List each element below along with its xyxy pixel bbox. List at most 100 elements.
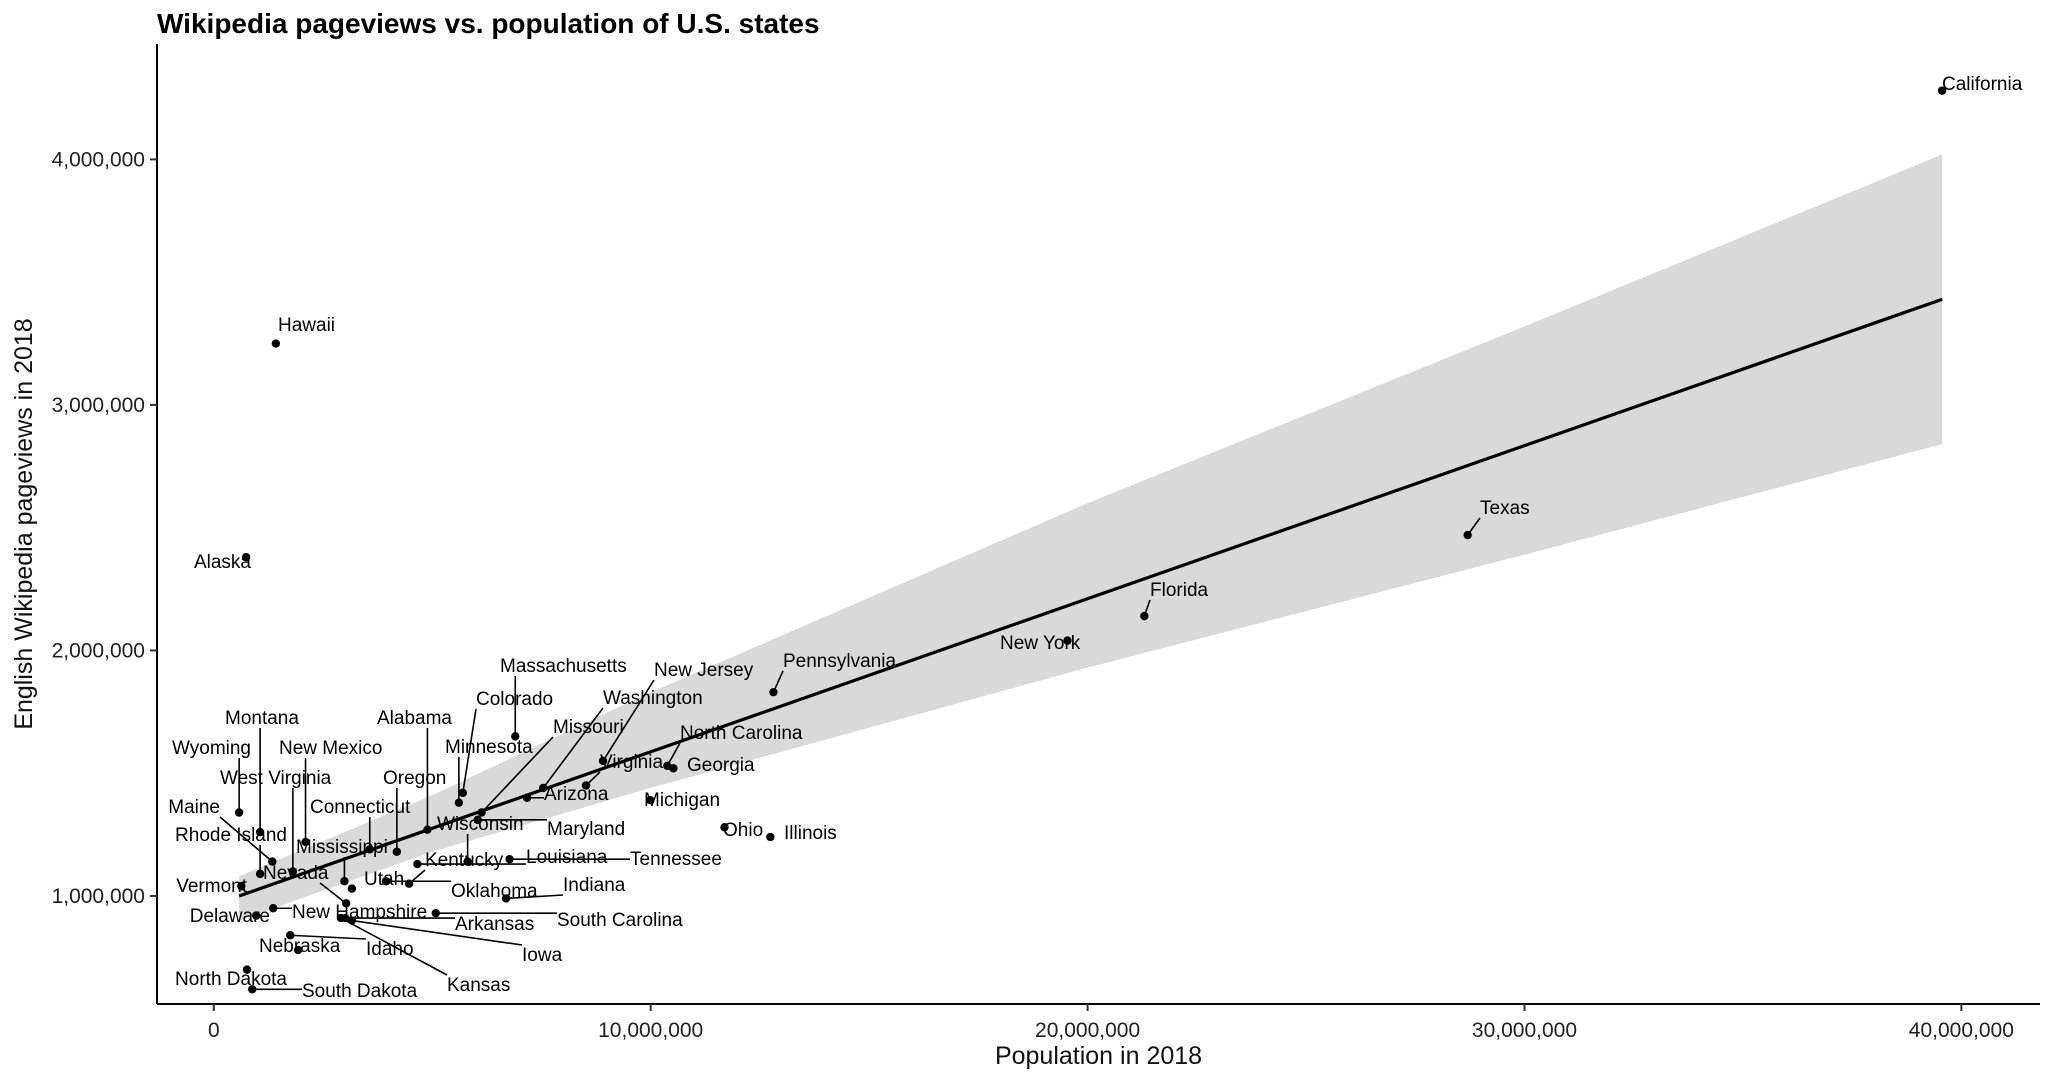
point-mississippi [340, 877, 349, 886]
point-florida [1140, 611, 1149, 621]
point-minnesota [454, 798, 464, 807]
x-tick-label: 30,000,000 [1472, 1019, 1577, 1042]
point-alabama [423, 825, 432, 834]
label-alabama: Alabama [377, 708, 452, 729]
point-washington [539, 783, 548, 793]
point-maryland [473, 815, 482, 825]
label-rhode-island: Rhode Island [175, 825, 287, 846]
point-tennessee [505, 854, 514, 864]
label-pennsylvania: Pennsylvania [783, 651, 896, 672]
point-indiana [501, 894, 511, 903]
label-south-carolina: South Carolina [557, 910, 683, 931]
y-tick-label: 3,000,000 [52, 394, 145, 417]
point-vermont [237, 881, 246, 891]
label-ohio: Ohio [723, 820, 763, 841]
point-illinois [766, 832, 775, 842]
x-tick-label: 20,000,000 [1035, 1019, 1140, 1042]
label-texas: Texas [1480, 498, 1530, 519]
leader-new-jersey [602, 679, 655, 762]
point-new-jersey [598, 756, 608, 766]
leader-missouri [481, 736, 554, 814]
label-indiana: Indiana [563, 875, 626, 896]
label-west-virginia: West Virginia [220, 768, 332, 789]
point-west-virginia [288, 867, 298, 876]
point-pennsylvania [769, 687, 778, 697]
point-colorado [458, 788, 468, 798]
y-tick-label: 4,000,000 [52, 148, 145, 171]
point-idaho [286, 931, 295, 940]
point-kentucky [404, 879, 414, 888]
y-tick-label: 2,000,000 [52, 639, 145, 662]
label-connecticut: Connecticut [310, 797, 411, 818]
label-louisiana: Louisiana [526, 847, 608, 868]
x-tick-label: 0 [208, 1019, 220, 1042]
label-virginia: Virginia [600, 752, 663, 773]
point-maine [268, 857, 277, 866]
point-california [1937, 86, 1947, 95]
point-montana [255, 827, 265, 837]
point-michigan [646, 796, 655, 805]
leader-washington [542, 707, 604, 789]
label-montana: Montana [225, 708, 299, 729]
label-nevada: Nevada [263, 863, 329, 884]
point-oklahoma [381, 877, 391, 886]
leader-idaho [290, 934, 367, 940]
label-wyoming: Wyoming [172, 738, 251, 759]
label-alaska: Alaska [194, 552, 251, 573]
point-new-york [1063, 636, 1072, 645]
point-south-carolina [431, 908, 440, 918]
confidence-band-layer [239, 154, 1943, 921]
label-arkansas: Arkansas [455, 914, 534, 935]
label-mississippi: Mississippi [296, 837, 388, 858]
point-delaware [251, 911, 261, 920]
label-washington: Washington [603, 688, 703, 709]
label-vermont: Vermont [176, 876, 247, 897]
point-louisiana [413, 859, 422, 869]
label-wisconsin: Wisconsin [437, 814, 524, 835]
chart-title: Wikipedia pageviews vs. population of U.… [157, 8, 820, 39]
point-rhode-island [255, 869, 265, 879]
label-maine: Maine [168, 797, 220, 818]
point-utah [347, 884, 357, 893]
label-idaho: Idaho [366, 939, 414, 960]
point-massachusetts [511, 732, 520, 741]
point-wyoming [234, 808, 244, 817]
point-arizona [522, 793, 532, 802]
leader-iowa [351, 919, 523, 946]
trend-line-layer [238, 297, 1943, 898]
leader-indiana [506, 894, 564, 900]
label-new-hampshire: New Hampshire [292, 902, 427, 923]
point-virginia [581, 781, 591, 790]
trend-line [238, 297, 1943, 898]
point-new-hampshire [269, 904, 278, 913]
point-nebraska [293, 945, 303, 955]
point-north-dakota [242, 965, 252, 974]
label-tennessee: Tennessee [630, 849, 722, 870]
point-connecticut [365, 845, 374, 854]
label-maryland: Maryland [547, 819, 625, 840]
label-missouri: Missouri [553, 717, 624, 738]
label-colorado: Colorado [476, 689, 553, 710]
point-south-dakota [248, 985, 257, 994]
label-new-jersey: New Jersey [654, 660, 754, 681]
label-illinois: Illinois [784, 823, 837, 844]
label-oregon: Oregon [383, 768, 446, 789]
labels-layer: California Texas Florida New York Pennsylvan… [168, 74, 2022, 1002]
point-missouri [477, 808, 486, 817]
leader-lines [219, 517, 1481, 991]
x-tick-label: 40,000,000 [1909, 1019, 2014, 1042]
point-nevada [341, 899, 351, 908]
point-kansas [336, 913, 346, 923]
leader-nevada [319, 882, 347, 904]
leader-maine [219, 816, 273, 863]
label-arizona: Arizona [544, 784, 609, 805]
point-iowa [347, 916, 357, 925]
label-new-york: New York [1000, 633, 1081, 654]
label-oklahoma: Oklahoma [451, 881, 538, 902]
point-ohio [720, 823, 729, 832]
point-new-mexico [301, 837, 310, 847]
label-south-dakota: South Dakota [302, 981, 418, 1002]
axes: 0 10,000,000 20,000,000 30,000,000 40,000,00… [52, 44, 2040, 1042]
label-iowa: Iowa [522, 945, 563, 966]
